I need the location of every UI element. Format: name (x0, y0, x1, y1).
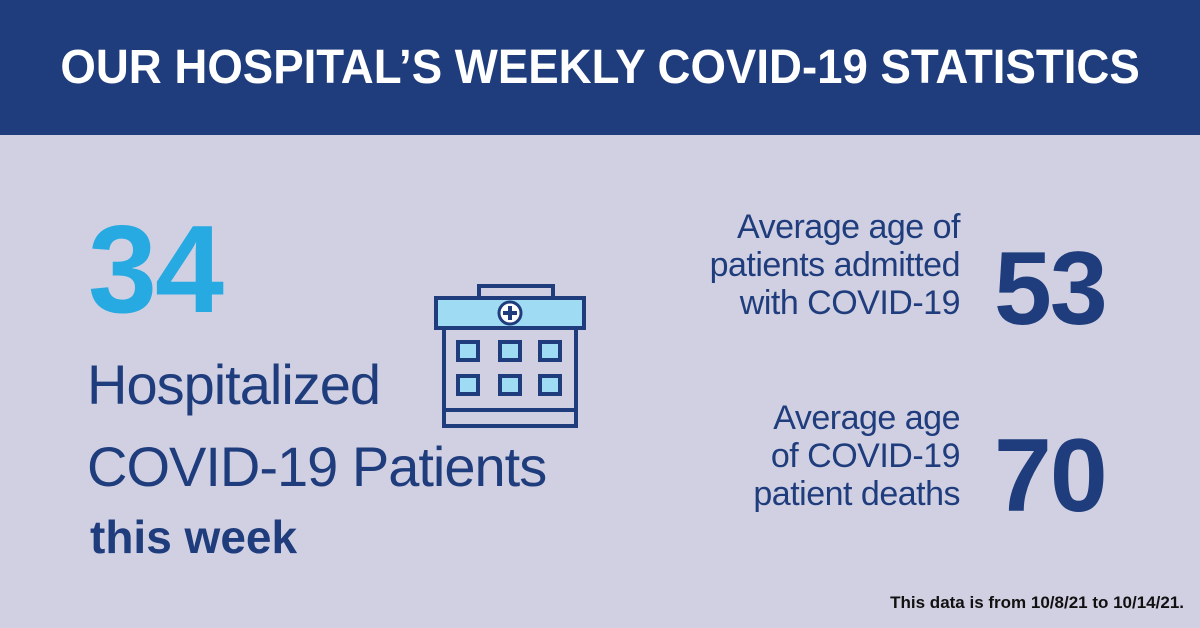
header-banner: OUR HOSPITAL’S WEEKLY COVID-19 STATISTIC… (0, 0, 1200, 135)
stat-label-line: Average age (773, 399, 960, 437)
hospital-building-icon (434, 284, 586, 428)
stat-value-avg-age-admitted: 53 (994, 231, 1108, 347)
page-title: OUR HOSPITAL’S WEEKLY COVID-19 STATISTIC… (60, 41, 1140, 94)
hospitalized-count: 34 (88, 201, 224, 339)
stat-label-line: patients admitted (709, 246, 961, 284)
hospitalized-label-line3: this week (90, 511, 298, 563)
stat-value-avg-age-deaths: 70 (994, 418, 1108, 534)
stat-label-line: patient deaths (753, 475, 960, 513)
hospitalized-label-line1: Hospitalized (87, 353, 381, 416)
date-range-footnote: This data is from 10/8/21 to 10/14/21. (890, 593, 1184, 612)
stat-label-line: Average age of (737, 208, 961, 246)
stat-label-line: of COVID-19 (770, 437, 961, 475)
hospitalized-label-line2: COVID-19 Patients (87, 435, 547, 498)
stat-label-line: with COVID-19 (739, 284, 961, 322)
stat-label-avg-age-deaths: Average age of COVID-19 patient deaths (753, 399, 960, 513)
stat-label-avg-age-admitted: Average age of patients admitted with CO… (709, 208, 961, 322)
